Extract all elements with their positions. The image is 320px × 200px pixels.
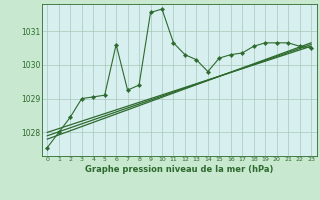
X-axis label: Graphe pression niveau de la mer (hPa): Graphe pression niveau de la mer (hPa)	[85, 165, 273, 174]
